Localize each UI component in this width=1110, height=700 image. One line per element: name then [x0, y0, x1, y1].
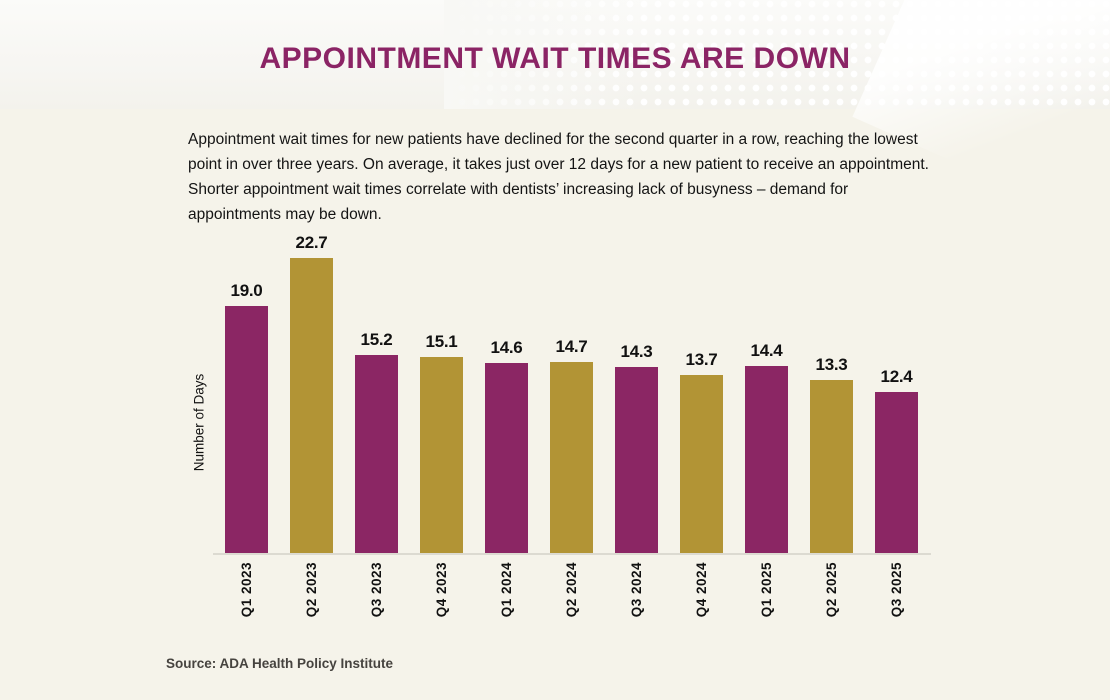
x-tick-label: Q2 2024 [564, 562, 579, 618]
bar-column: 14.6 [485, 338, 528, 553]
x-tick-label: Q3 2024 [629, 562, 644, 618]
bar-column: 19.0 [225, 281, 268, 553]
x-tick-label: Q4 2024 [694, 562, 709, 618]
bar-column: 14.3 [615, 342, 658, 553]
x-tick-label: Q4 2023 [434, 562, 449, 618]
bars-container: 19.0 22.7 15.2 15.1 14.6 14.7 14.3 13.7 14.4 13.3… [225, 228, 918, 553]
bar-value-label: 13.3 [815, 355, 848, 375]
page-title: APPOINTMENT WAIT TIMES ARE DOWN [259, 42, 851, 75]
bar-value-label: 14.3 [620, 342, 653, 362]
bar-value-label: 15.1 [425, 331, 458, 351]
header-band [0, 0, 1110, 223]
x-tick-label: Q3 2023 [369, 562, 384, 618]
bar-column: 14.4 [745, 341, 788, 553]
bar-column: 22.7 [290, 233, 333, 553]
bar [290, 257, 333, 553]
bar-column: 13.7 [680, 350, 723, 553]
x-tick-label: Q1 2025 [759, 562, 774, 618]
bar [680, 374, 723, 553]
bar [615, 367, 658, 553]
x-axis-labels: Q1 2023 Q2 2023 Q3 2023 Q4 2023 Q1 2024 Q2 20… [225, 562, 918, 617]
bar-value-label: 22.7 [295, 232, 328, 252]
x-tick: Q2 2024 [550, 562, 593, 617]
x-tick-label: Q1 2024 [499, 562, 514, 618]
bar-value-label: 19.0 [230, 281, 263, 300]
x-tick: Q3 2023 [355, 562, 398, 617]
bar-value-label: 13.7 [685, 349, 718, 369]
x-tick: Q2 2023 [290, 562, 333, 617]
bar-column: 13.3 [810, 355, 853, 553]
x-tick-label: Q2 2025 [824, 562, 839, 618]
x-tick: Q3 2025 [875, 562, 918, 617]
bar [355, 355, 398, 553]
bar [550, 361, 593, 553]
x-tick: Q1 2025 [745, 562, 788, 617]
bar-value-label: 12.4 [880, 366, 913, 386]
bar-value-label: 14.7 [555, 336, 588, 356]
x-tick: Q1 2023 [225, 562, 268, 617]
source-note: Source: ADA Health Policy Institute [166, 656, 394, 671]
bar [225, 306, 268, 553]
intro-paragraph: Appointment wait times for new patients … [188, 131, 929, 223]
bar-value-label: 14.4 [750, 340, 783, 360]
x-tick-label: Q1 2023 [239, 562, 254, 618]
bar [420, 356, 463, 553]
x-tick: Q2 2025 [810, 562, 853, 617]
bar [875, 391, 918, 553]
bar-column: 14.7 [550, 337, 593, 553]
x-axis-line [213, 553, 931, 555]
bar-column: 15.2 [355, 330, 398, 553]
y-axis-label: Number of Days [191, 373, 207, 472]
bar [810, 380, 853, 553]
x-tick: Q4 2024 [680, 562, 723, 617]
x-tick: Q4 2023 [420, 562, 463, 617]
x-tick: Q1 2024 [485, 562, 528, 617]
x-tick-label: Q3 2025 [889, 562, 904, 618]
bar-value-label: 15.2 [360, 330, 393, 350]
bar [745, 365, 788, 553]
bar-value-label: 14.6 [490, 338, 523, 358]
x-tick-label: Q2 2023 [304, 562, 319, 618]
bar-column: 12.4 [875, 367, 918, 553]
bar [485, 363, 528, 553]
x-tick: Q3 2024 [615, 562, 658, 617]
bar-column: 15.1 [420, 332, 463, 553]
